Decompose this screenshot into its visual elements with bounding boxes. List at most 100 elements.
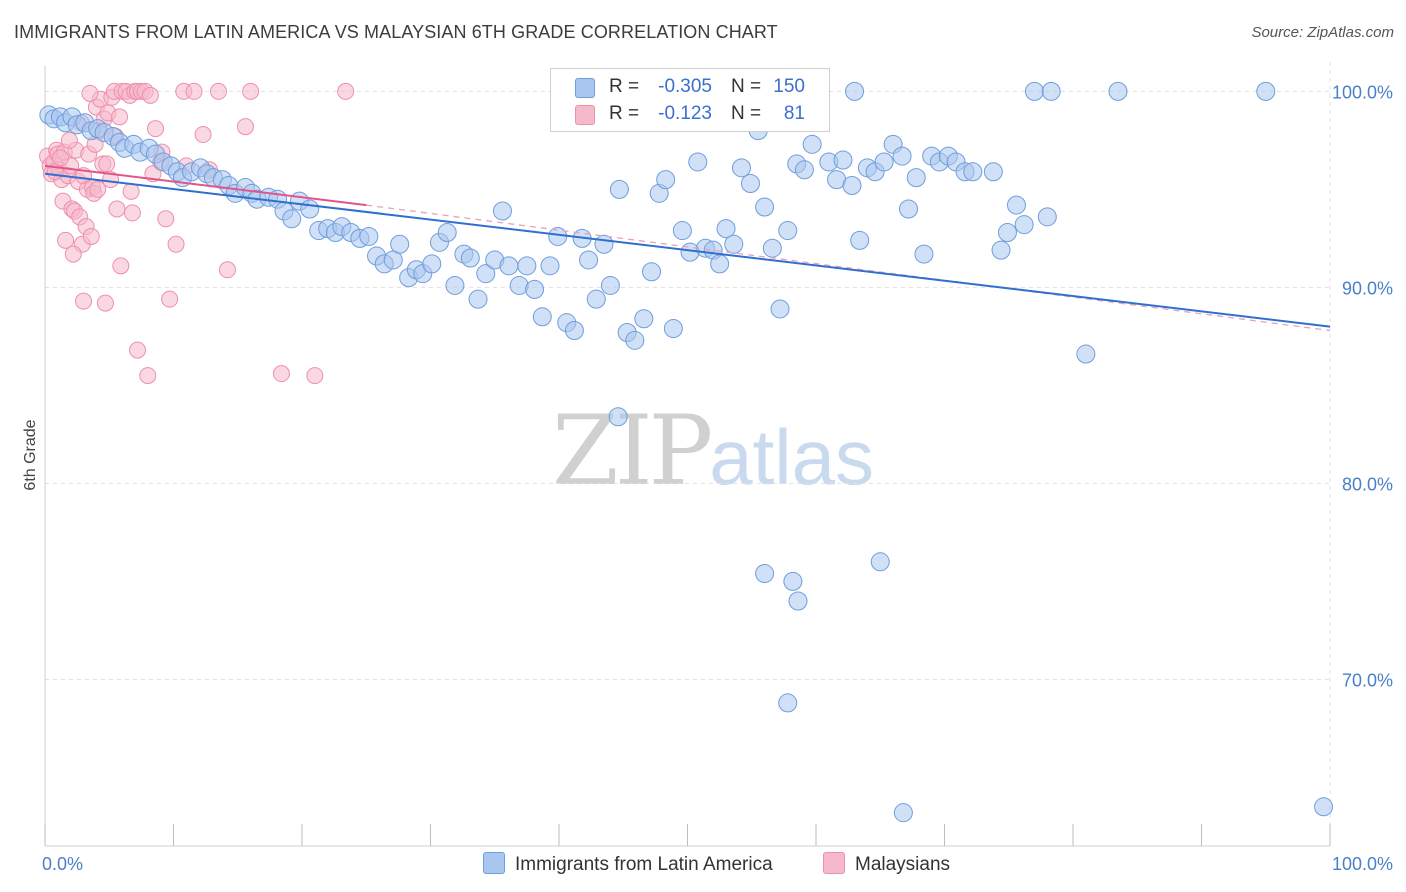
legend-swatch-pink [575, 105, 595, 125]
data-point-malaysians [236, 118, 254, 136]
data-point-latin-america [390, 234, 410, 254]
data-point-latin-america [845, 81, 865, 101]
data-point-latin-america [663, 319, 683, 339]
data-point-latin-america [892, 146, 912, 166]
data-point-latin-america [731, 158, 751, 178]
data-point-latin-america [609, 179, 629, 199]
data-point-latin-america [850, 230, 870, 250]
data-point-latin-america [842, 175, 862, 195]
source-credit: Source: ZipAtlas.com [1251, 24, 1394, 41]
data-point-latin-america [1108, 81, 1128, 101]
watermark: ZIPatlas [552, 395, 874, 507]
data-point-latin-america [579, 250, 599, 270]
data-point-malaysians [129, 341, 147, 359]
legend-r-value: -0.305 [658, 76, 712, 97]
data-point-malaysians [82, 227, 100, 245]
series-latin-america-points [39, 81, 1334, 823]
data-point-malaysians [123, 204, 141, 222]
legend-r-value: -0.123 [658, 103, 712, 124]
y-tick-label: 80.0% [1342, 474, 1393, 494]
correlation-legend: R = -0.305 N = 150 R = -0.123 N = 81 [550, 68, 830, 132]
data-point-latin-america [437, 223, 457, 243]
data-point-latin-america [710, 254, 730, 274]
legend-row-malaysians: R = -0.123 N = 81 [551, 100, 829, 128]
data-point-malaysians [141, 86, 159, 104]
data-point-latin-america [532, 307, 552, 327]
data-point-latin-america [783, 571, 803, 591]
bottom-legend-label: Malaysians [855, 854, 951, 875]
data-point-latin-america [778, 693, 798, 713]
legend-row-latin-america: R = -0.305 N = 150 [551, 73, 829, 101]
axis-labels: 70.0% 80.0% 90.0% 100.0% 0.0% 100.0% 6th Grade [22, 82, 1393, 874]
legend-n-value: 81 [783, 103, 805, 124]
data-point-latin-america [476, 264, 496, 284]
trendline-malaysians [44, 164, 367, 207]
data-point-latin-america [833, 150, 853, 170]
data-point-malaysians [57, 231, 75, 249]
y-axis-label: 6th Grade [22, 419, 39, 490]
data-point-malaysians [112, 257, 130, 275]
data-point-latin-america [586, 289, 606, 309]
data-point-latin-america [716, 219, 736, 239]
data-point-malaysians [51, 149, 69, 167]
watermark-zip: ZIP [552, 395, 713, 507]
data-point-malaysians [60, 131, 78, 149]
data-point-malaysians [98, 155, 116, 173]
data-point-latin-america [1256, 81, 1276, 101]
bottom-legend-swatch-pink [823, 852, 845, 874]
watermark-atlas: atlas [709, 413, 874, 501]
data-point-latin-america [770, 299, 790, 319]
data-point-latin-america [422, 254, 442, 274]
data-point-latin-america [1041, 81, 1061, 101]
data-point-latin-america [1024, 81, 1044, 101]
bottom-legend-swatch-blue [483, 852, 505, 874]
data-point-latin-america [893, 803, 913, 823]
data-point-latin-america [963, 162, 983, 182]
data-point-latin-america [656, 170, 676, 190]
data-point-latin-america [740, 174, 760, 194]
trend-lines [44, 164, 1331, 332]
legend-n-label: N = [731, 76, 762, 97]
y-tick-label: 100.0% [1332, 82, 1393, 102]
data-point-latin-america [359, 226, 379, 246]
data-point-malaysians [161, 290, 179, 308]
data-point-latin-america [672, 221, 692, 241]
bottom-legend-latin-america[interactable]: Immigrants from Latin America [483, 852, 773, 876]
data-point-malaysians [194, 126, 212, 144]
data-point-latin-america [525, 279, 545, 299]
data-point-latin-america [755, 197, 775, 217]
data-point-latin-america [1076, 344, 1096, 364]
trendline-malaysians-extension [366, 204, 1331, 332]
data-point-latin-america [983, 162, 1003, 182]
data-point-malaysians [185, 82, 203, 100]
data-point-latin-america [874, 152, 894, 172]
bottom-legend-malaysians[interactable]: Malaysians [823, 852, 950, 876]
data-point-malaysians [64, 245, 82, 263]
data-point-latin-america [625, 330, 645, 350]
chart-title: IMMIGRANTS FROM LATIN AMERICA VS MALAYSI… [14, 22, 778, 42]
data-point-latin-america [517, 256, 537, 276]
x-tick-label-start: 0.0% [42, 854, 83, 874]
data-point-malaysians [306, 367, 324, 385]
data-point-malaysians [272, 365, 290, 383]
bottom-legend-label: Immigrants from Latin America [515, 854, 773, 875]
data-point-latin-america [899, 199, 919, 219]
legend-swatch-blue [575, 78, 595, 98]
data-point-latin-america [499, 256, 519, 276]
data-point-latin-america [634, 309, 654, 329]
data-point-latin-america [300, 199, 320, 219]
data-point-latin-america [794, 160, 814, 180]
legend-r-label: R = [609, 103, 640, 124]
data-point-malaysians [111, 108, 129, 126]
data-point-malaysians [96, 294, 114, 312]
data-point-latin-america [594, 234, 614, 254]
data-point-latin-america [540, 256, 560, 276]
data-point-malaysians [209, 82, 227, 100]
legend-n-label: N = [731, 103, 762, 124]
data-point-malaysians [81, 84, 99, 102]
data-point-malaysians [75, 292, 93, 310]
data-point-latin-america [906, 168, 926, 188]
data-point-latin-america [460, 248, 480, 268]
data-point-latin-america [778, 221, 798, 241]
